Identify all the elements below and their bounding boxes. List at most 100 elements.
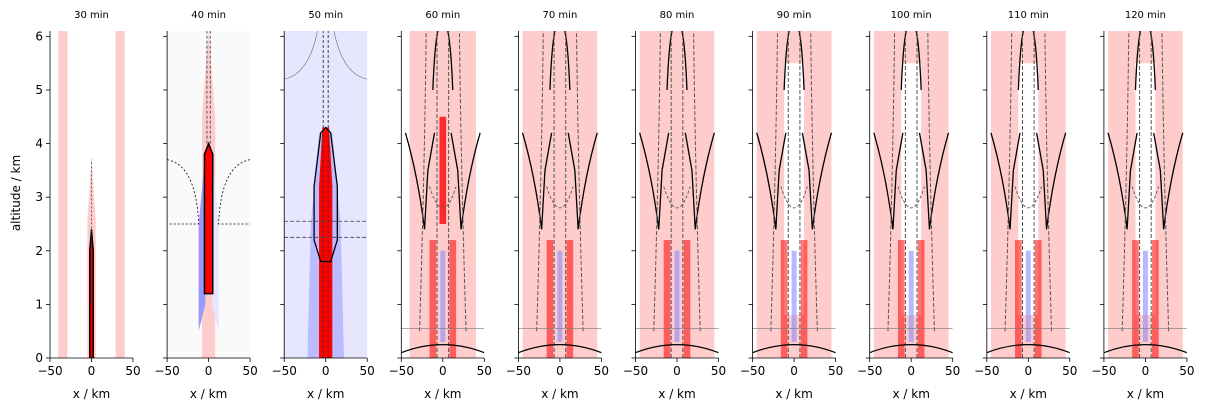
contour-dashed-mid [780,186,808,209]
y-tick-label-4: 4 [35,137,43,151]
panel-title-40: 40 min [191,10,226,21]
panel-fields-120 [1103,31,1187,358]
x-tick-label-30-50: 50 [125,364,140,378]
contour-solid-right [450,132,481,230]
contour-solid-surface [752,343,836,354]
panel-title-120: 120 min [1125,10,1166,21]
x-tick-label-110--50: −50 [974,364,999,378]
contour-solid-right [684,132,715,230]
contour-solid-right [918,132,950,230]
contour-solid-left [639,132,670,230]
y-tick-label-0: 0 [35,351,43,365]
x-tick-label-120--50: −50 [1091,364,1116,378]
contour-dashed-inner [553,31,567,358]
x-tick-label-70--50: −50 [506,364,531,378]
contour-dashed-mid [429,186,457,209]
x-axis-label-110: x / km [1010,387,1047,401]
contour-dashed-mid [546,186,574,209]
y-tick-label-6: 6 [35,29,43,43]
contour-dashed-inner [670,31,684,358]
panel-90: −50 0 50 x / km 90 min [740,10,843,401]
x-tick-label-110-50: 50 [1062,364,1077,378]
x-tick-label-50-50: 50 [360,364,375,378]
x-tick-label-80--50: −50 [623,364,648,378]
positive-lobe-right [1034,240,1042,358]
y-tick-label-2: 2 [35,244,43,258]
y-tick-label-3: 3 [35,190,43,204]
panel-120: −50 0 50 x / km 120 min [1091,10,1194,401]
positive-lobe-right [800,240,808,358]
panel-fields-100 [869,31,953,358]
negative-core [557,250,563,342]
x-tick-label-30-0: 0 [88,364,96,378]
panel-title-90: 90 min [777,10,812,21]
contour-solid-surface [635,343,719,354]
negative-core [674,250,680,342]
x-axis-label-80: x / km [658,387,695,401]
contour-solid-surface [1103,343,1187,354]
x-tick-label-30--50: −50 [37,364,62,378]
x-tick-label-50-0: 0 [322,364,330,378]
x-tick-label-60--50: −50 [389,364,414,378]
x-tick-label-60-50: 50 [477,364,492,378]
negative-core [908,250,914,342]
positive-lobe-right [683,240,691,358]
contour-solid-left [873,132,904,230]
panel-fields-60 [401,31,485,358]
contour-dashed-inner [1139,31,1152,358]
panel-title-70: 70 min [543,10,578,21]
x-tick-label-70-50: 50 [594,364,609,378]
positive-lobe-right [917,240,925,358]
contour-solid-surface [401,343,485,354]
panel-100: −50 0 50 x / km 100 min [857,10,960,401]
neutral-gap [1135,63,1156,316]
x-tick-label-40-0: 0 [205,364,213,378]
panel-fields-70 [518,31,602,358]
panel-110: −50 0 50 x / km 110 min [974,10,1077,401]
negative-flank-left [198,154,206,332]
panel-60: −50 0 50 x / km 60 min [389,10,492,401]
panel-title-100: 100 min [891,10,932,21]
contour-dashed-mid [1014,186,1043,209]
positive-lobe-right [1152,240,1159,358]
positive-lobe-left [780,240,788,358]
contour-solid-left [756,132,787,230]
x-axis-label-120: x / km [1127,387,1164,401]
contour-solid-left [990,132,1021,230]
contour-dashed-inner [787,31,801,358]
contour-solid-left [404,132,436,230]
negative-core [1142,250,1148,342]
x-axis-label-40: x / km [190,387,227,401]
contour-dashed-inner [904,31,918,358]
panel-80: −50 0 50 x / km 80 min [623,10,726,401]
positive-lobe-left [546,240,554,358]
panel-70: −50 0 50 x / km 70 min [506,10,609,401]
positive-core [203,141,214,295]
x-tick-label-110-0: 0 [1024,364,1032,378]
x-axis-label-70: x / km [541,387,578,401]
neutral-gap [1018,63,1039,316]
contour-solid-right [1035,132,1067,230]
contour-solid-surface [986,343,1070,354]
x-tick-label-90-50: 50 [828,364,843,378]
x-tick-label-90-0: 0 [790,364,798,378]
pink-band-right [115,31,125,358]
x-tick-label-100--50: −50 [857,364,882,378]
contour-dashed-mid [1131,186,1160,209]
x-tick-label-100-50: 50 [945,364,960,378]
negative-core [791,250,797,342]
positive-lobe-left [663,240,671,358]
y-axis-label: altitude / km [9,155,23,231]
y-tick-label-5: 5 [35,83,43,97]
panel-fields-50 [284,31,368,358]
contour-solid-right [801,132,833,230]
panel-title-60: 60 min [425,10,460,21]
x-tick-label-120-50: 50 [1179,364,1194,378]
x-axis-label-90: x / km [775,387,812,401]
contour-solid-right [567,132,598,230]
x-tick-label-40-50: 50 [242,364,257,378]
panel-50: −50 0 50 x / km 50 min [272,10,375,401]
positive-lobe-right [449,240,457,358]
